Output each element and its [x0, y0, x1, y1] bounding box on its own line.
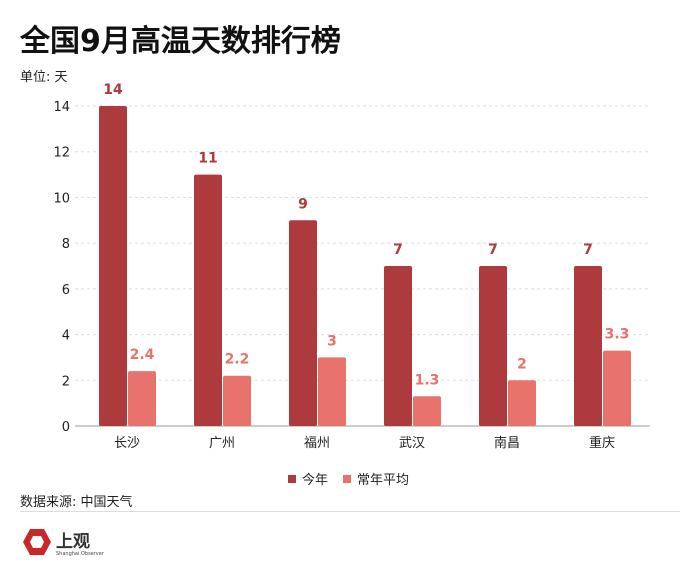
data-label: 1.3 [415, 372, 440, 388]
y-tick-label: 10 [53, 191, 70, 206]
bar-this-year [99, 106, 127, 426]
logo-text: 上观 [56, 532, 90, 552]
data-label: 7 [488, 242, 498, 258]
bar-this-year [384, 266, 412, 426]
data-label: 14 [103, 82, 123, 98]
x-tick-label: 武汉 [399, 436, 425, 451]
bar-average [413, 396, 441, 426]
legend-label: 今年 [302, 472, 328, 488]
shanghai-observer-logo-icon [23, 529, 51, 555]
data-label: 11 [198, 151, 217, 167]
y-tick-label: 0 [62, 420, 70, 435]
y-tick-label: 14 [53, 100, 70, 115]
x-tick-label: 重庆 [589, 435, 615, 451]
y-axis-unit: 单位: 天 [20, 70, 68, 85]
logo-subtitle: Shanghai Observer [56, 551, 104, 557]
bar-average [128, 371, 156, 426]
legend-label: 常年平均 [357, 473, 409, 488]
bar-this-year [289, 220, 317, 426]
bar-average [603, 350, 631, 426]
y-tick-label: 8 [62, 237, 70, 252]
legend-swatch [343, 475, 351, 483]
bar-this-year [479, 266, 507, 426]
data-label: 3 [327, 333, 337, 349]
bar-chart: 0 2 4 6 8 10 12 14 长沙 14 2.4 广州 11 2.2 福州 9 3 武汉 7 1.3 南昌 7 2 重… [53, 82, 650, 488]
chart-title: 全国9月高温天数排行榜 [20, 24, 341, 59]
bar-average [223, 375, 251, 426]
bar-this-year [194, 174, 222, 426]
bar-average [508, 380, 536, 426]
y-tick-label: 2 [62, 374, 70, 389]
data-source: 数据来源: 中国天气 [20, 495, 133, 510]
x-tick-label: 福州 [304, 436, 330, 451]
data-label: 2 [517, 356, 527, 372]
bar-average [318, 357, 346, 426]
data-label: 7 [583, 242, 593, 258]
y-tick-label: 6 [62, 283, 70, 298]
x-tick-label: 长沙 [114, 436, 140, 451]
data-label: 9 [298, 196, 308, 212]
data-label: 2.2 [225, 352, 250, 368]
x-tick-label: 广州 [209, 436, 235, 451]
legend-swatch [288, 475, 296, 483]
data-label: 3.3 [605, 327, 630, 343]
x-tick-label: 南昌 [494, 435, 520, 451]
bar-this-year [574, 266, 602, 426]
data-label: 2.4 [130, 347, 155, 363]
data-label: 7 [393, 242, 403, 258]
divider [20, 511, 680, 512]
y-tick-label: 4 [62, 329, 70, 344]
y-tick-label: 12 [53, 146, 70, 161]
